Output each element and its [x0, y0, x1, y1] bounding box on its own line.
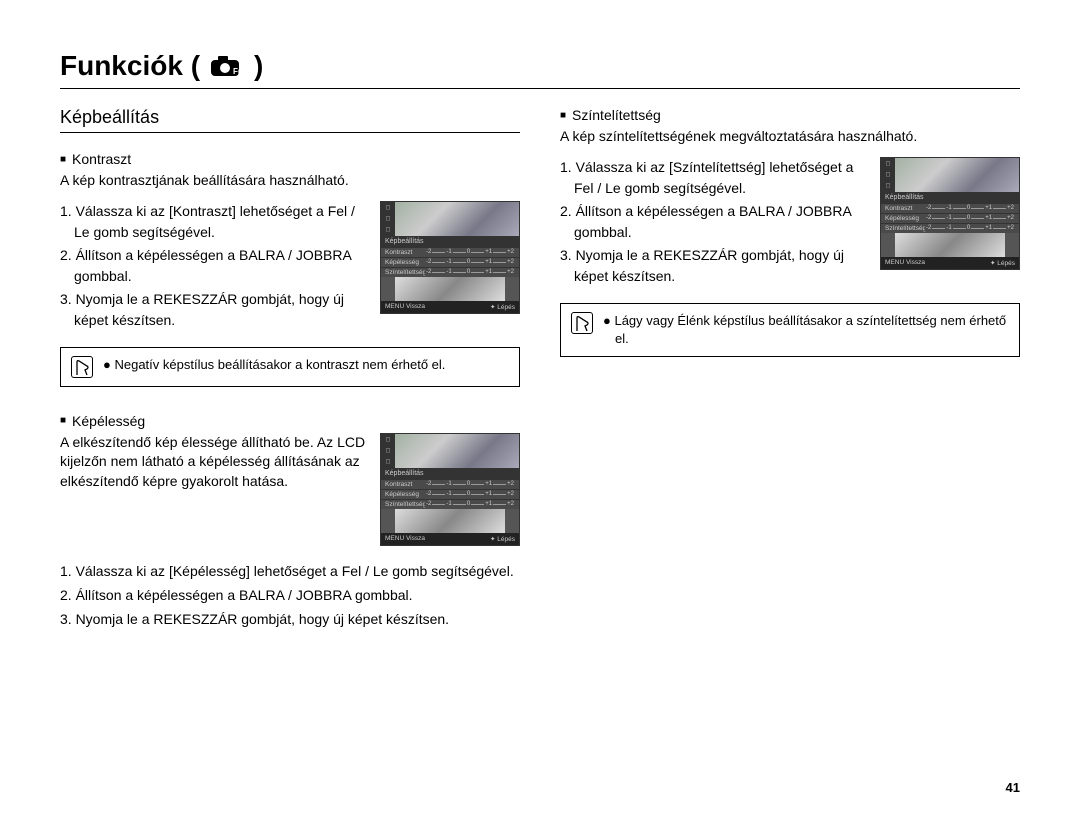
szintelitettseg-step-2: 2. Állítson a képélességen a BALRA / JOB…	[560, 201, 870, 243]
szintelitettseg-desc: A kép színtelítettségének megváltoztatás…	[560, 127, 1020, 147]
szintelitettseg-step-3: 3. Nyomja le a REKESZZÁR gombját, hogy ú…	[560, 245, 870, 287]
camera-fn-icon: Fn	[210, 55, 244, 77]
page-title-prefix: Funkciók (	[60, 50, 200, 82]
section-title: Képbeállítás	[60, 107, 520, 133]
page-title-suffix: )	[254, 50, 263, 82]
kepelesseg-step-1: 1. Válassza ki az [Képélesség] lehetőség…	[60, 560, 520, 582]
kontraszt-heading: ■ Kontraszt	[60, 151, 520, 167]
kepelesseg-heading: ■ Képélesség	[60, 413, 520, 429]
lcd-preview-kontraszt: ◻◻◻ Képbeállítás Kontraszt-2-10+1+2 Képé…	[380, 201, 520, 314]
kontraszt-note: ● Negatív képstílus beállításakor a kont…	[60, 347, 520, 387]
square-bullet-icon: ■	[60, 154, 66, 165]
square-bullet-icon: ■	[60, 415, 66, 426]
note-icon	[571, 312, 593, 334]
right-column: ■ Színtelítettség A kép színtelítettségé…	[560, 107, 1020, 633]
left-column: Képbeállítás ■ Kontraszt A kép kontraszt…	[60, 107, 520, 633]
kepelesseg-steps: 1. Válassza ki az [Képélesség] lehetőség…	[60, 560, 520, 631]
lcd-title: Képbeállítás	[381, 236, 519, 247]
szintelitettseg-heading: ■ Színtelítettség	[560, 107, 1020, 123]
kontraszt-note-text: ● Negatív képstílus beállításakor a kont…	[103, 356, 509, 374]
kontraszt-desc: A kép kontrasztjának beállítására haszná…	[60, 171, 520, 191]
szintelitettseg-note: ● Lágy vagy Élénk képstílus beállításako…	[560, 303, 1020, 357]
szintelitettseg-step-1: 1. Válassza ki az [Színtelítettség] lehe…	[560, 157, 870, 199]
kontraszt-step-3: 3. Nyomja le a REKESZZÁR gombját, hogy ú…	[60, 289, 370, 331]
szintelitettseg-label: Színtelítettség	[572, 107, 661, 123]
lcd-preview-kepelesseg: ◻◻◻ Képbeállítás Kontraszt-2-10+1+2 Képé…	[380, 433, 520, 546]
kontraszt-steps: 1. Válassza ki az [Kontraszt] lehetősége…	[60, 201, 370, 333]
page-title: Funkciók ( Fn )	[60, 50, 1020, 89]
kepelesseg-label: Képélesség	[72, 413, 145, 429]
kontraszt-label: Kontraszt	[72, 151, 131, 167]
kepelesseg-desc: A elkészítendő kép élessége állítható be…	[60, 433, 370, 492]
square-bullet-icon: ■	[560, 110, 566, 121]
kontraszt-step-1: 1. Válassza ki az [Kontraszt] lehetősége…	[60, 201, 370, 243]
kontraszt-step-2: 2. Állítson a képélességen a BALRA / JOB…	[60, 245, 370, 287]
svg-text:Fn: Fn	[233, 67, 243, 76]
kepelesseg-step-3: 3. Nyomja le a REKESZZÁR gombját, hogy ú…	[60, 608, 520, 630]
note-icon	[71, 356, 93, 378]
kepelesseg-step-2: 2. Állítson a képélességen a BALRA / JOB…	[60, 584, 520, 606]
szintelitettseg-steps: 1. Válassza ki az [Színtelítettség] lehe…	[560, 157, 870, 289]
page-number: 41	[1006, 780, 1020, 795]
szintelitettseg-note-text: ● Lágy vagy Élénk képstílus beállításako…	[603, 312, 1009, 348]
lcd-preview-szintelitettseg: ◻◻◻ Képbeállítás Kontraszt-2-10+1+2 Képé…	[880, 157, 1020, 270]
